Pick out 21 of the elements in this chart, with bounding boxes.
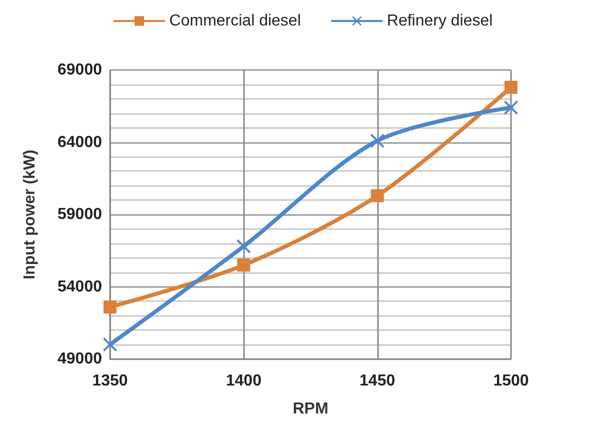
y-tick-label: 69000 bbox=[58, 62, 102, 78]
point bbox=[370, 189, 384, 202]
point bbox=[236, 239, 251, 254]
y-axis-title: Input power (kW) bbox=[22, 150, 38, 280]
y-tick-label: 49000 bbox=[58, 350, 102, 368]
x-axis-title: RPM bbox=[292, 400, 328, 418]
point bbox=[237, 258, 250, 272]
legend-label: Refinery diesel bbox=[386, 12, 493, 30]
point bbox=[370, 134, 384, 148]
point bbox=[504, 80, 518, 94]
point bbox=[103, 338, 117, 352]
y-tick-label: 54000 bbox=[58, 278, 102, 296]
y-tick-label: 59000 bbox=[58, 206, 102, 223]
x-tick-label: 1400 bbox=[226, 372, 262, 390]
x-tick-label: 1500 bbox=[493, 372, 529, 390]
x-tick-label: 1450 bbox=[360, 372, 396, 390]
x-tick-label: 1350 bbox=[92, 372, 128, 390]
y-tick-label: 64000 bbox=[58, 134, 102, 151]
point bbox=[504, 100, 518, 115]
point bbox=[104, 300, 116, 314]
legend-label: Commercial diesel bbox=[169, 12, 301, 30]
